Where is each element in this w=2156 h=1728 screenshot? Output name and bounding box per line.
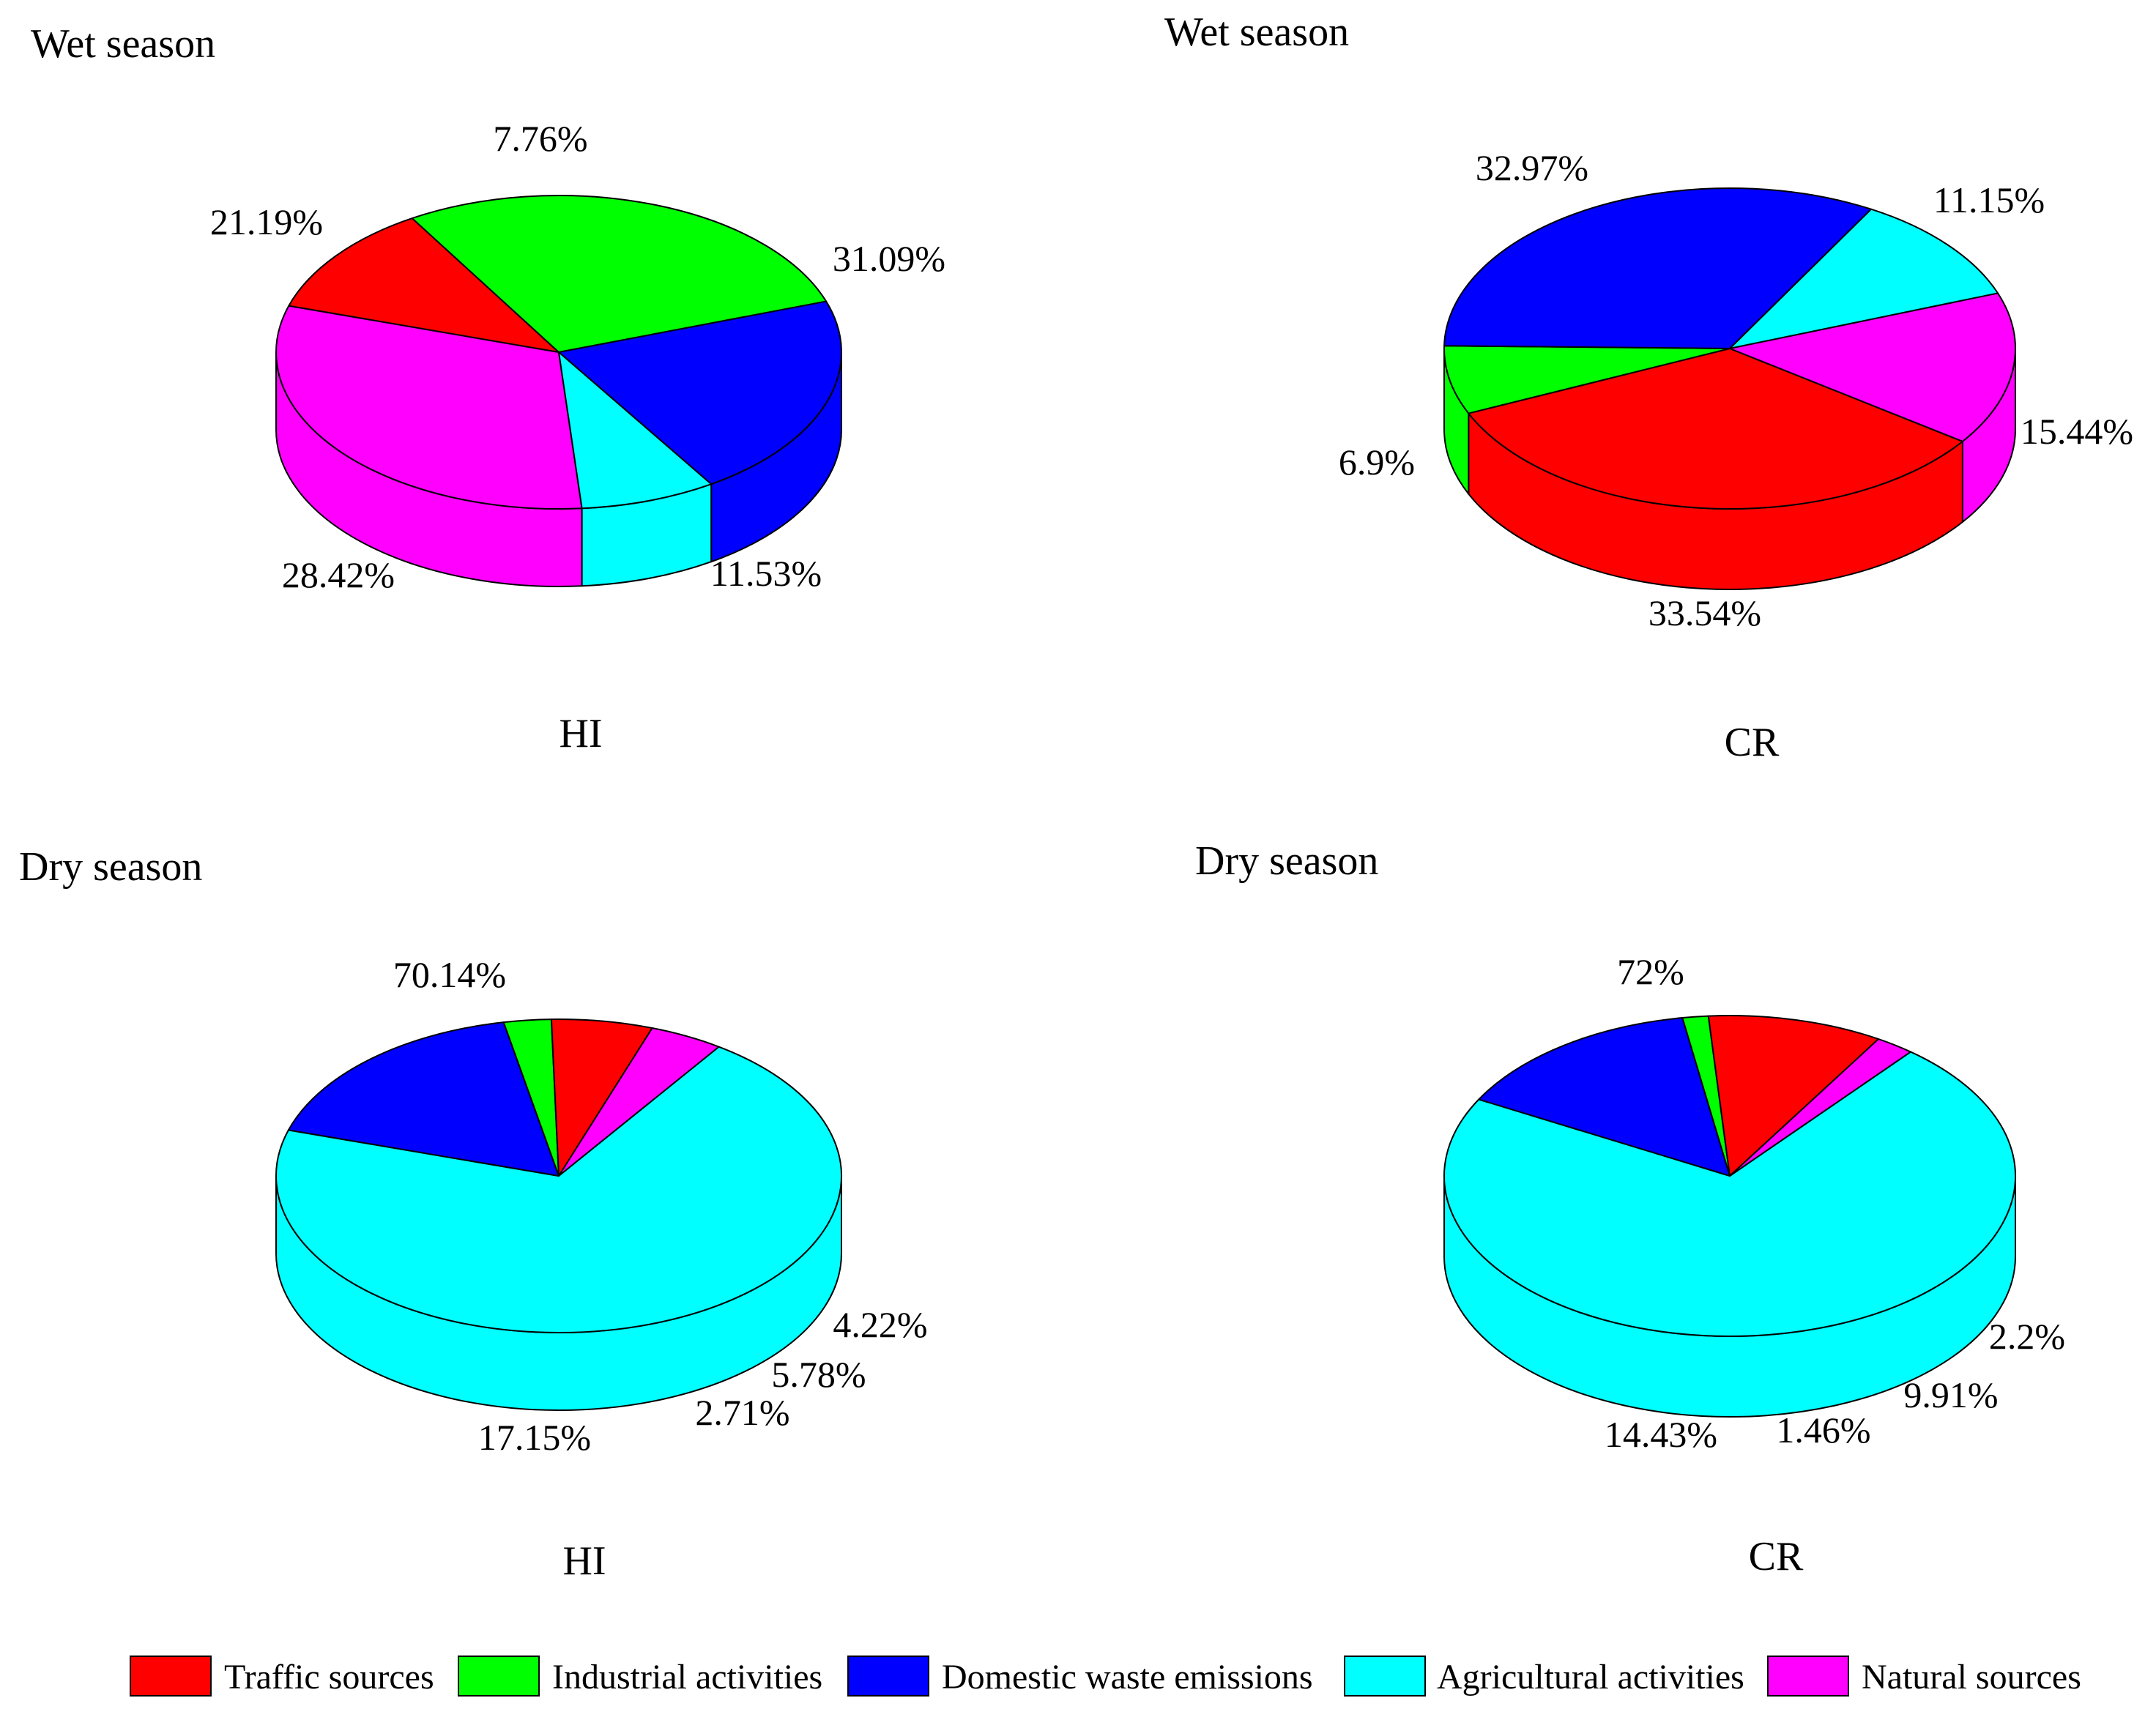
panel-caption: CR [1749,1534,1804,1579]
pie-label-agricultural-activities: 11.15% [1933,179,2045,220]
pie-label-agricultural-activities: 70.14% [393,954,506,995]
legend-swatch [1344,1656,1426,1697]
legend-label: Domestic waste emissions [942,1658,1313,1697]
pie-slice-agricultural-activities [558,351,713,510]
panel-dry-hi: Dry season 5.78%2.71% 17.15% 70.14% 4.22% H… [19,844,928,1584]
pie-slice-industrial-activities [1443,345,1731,414]
pie-slice-domestic-waste-emissions [1443,187,1873,349]
pie-label-domestic-waste-emissions: 32.97% [1476,147,1588,188]
pie-dry-hi: 5.78%2.71% 17.15% 70.14% 4.22% [275,954,928,1458]
pie-slice-industrial-activities [411,195,828,353]
legend-item-natural-sources: Natural sources [1767,1656,2081,1697]
pie-slice-natural-sources [1729,1038,1912,1177]
pie-label-domestic-waste-emissions: 14.43% [1605,1414,1717,1455]
legend-swatch [1767,1656,1849,1697]
pie-slice-natural-sources [558,1027,720,1177]
pie-slice-agricultural-activities [1729,208,1999,349]
panel-title: Dry season [19,844,202,890]
panel-wet-hi: Wet season 11.53% 28.42% 21.19% 7.76% 31.09%… [31,21,945,756]
pie-dry-cr: 9.91% 1.46% 14.43% 72% 2.2% [1443,951,2065,1455]
pie-slice-domestic-waste-emissions [287,1021,560,1177]
panel-title: Wet season [1164,10,1349,55]
pie-label-industrial-activities: 1.46% [1776,1409,1870,1450]
pie-label-industrial-activities: 6.9% [1339,442,1415,483]
pie-slice-natural-sources [1729,292,2016,442]
pie-wet-hi: 11.53% 28.42% 21.19% 7.76% 31.09% [210,118,945,595]
legend-label: Traffic sources [224,1658,434,1697]
pie-label-domestic-waste-emissions: 17.15% [478,1417,591,1458]
panel-caption: HI [562,1538,606,1584]
legend-item-traffic-sources: Traffic sources [130,1656,434,1697]
pie-slice-domestic-waste-emissions [558,300,842,485]
legend-label: Industrial activities [552,1658,822,1697]
legend-item-industrial-activities: Industrial activities [458,1656,822,1697]
pie-slice-agricultural-activities [275,1046,842,1334]
pie-slice-agricultural-activities [1443,1051,2016,1337]
pie-slice-traffic-sources [1468,348,1963,510]
pie-label-natural-sources: 2.2% [1989,1316,2065,1357]
pie-slice-traffic-sources [288,217,560,353]
pie-label-domestic-waste-emissions: 21.19% [210,201,323,242]
pie-slice-natural-sources [275,305,583,510]
pie-label-agricultural-activities: 7.76% [493,118,587,159]
pie-slice-traffic-sources [1707,1015,1880,1177]
pie-label-traffic-sources: 11.53% [710,553,822,594]
legend-swatch [847,1656,929,1697]
pie-label-industrial-activities: 28.42% [282,554,395,595]
panel-title: Dry season [1195,838,1378,884]
panel-dry-cr: Dry season 9.91% 1.46% 14.43% 72% 2.2% CR [1195,838,2065,1579]
legend-swatch [130,1656,212,1697]
pie-label-traffic-sources: 5.78% [771,1354,866,1395]
pie-label-agricultural-activities: 72% [1617,951,1684,992]
pie-label-traffic-sources: 33.54% [1648,592,1761,633]
panel-wet-cr: Wet season 33.54%6.9%32.97%11.15%15.44% … [1164,10,2133,765]
pie-label-industrial-activities: 2.71% [695,1392,789,1433]
legend-item-domestic-waste-emissions: Domestic waste emissions [847,1656,1313,1697]
pie-label-natural-sources: 15.44% [2021,411,2133,452]
legend-swatch [458,1656,540,1697]
panel-caption: CR [1725,720,1780,765]
legend-label: Natural sources [1862,1658,2081,1697]
legend-item-agricultural-activities: Agricultural activities [1344,1656,1744,1697]
pie-slice-traffic-sources [550,1018,653,1177]
panel-caption: HI [559,711,602,756]
pie-label-natural-sources: 4.22% [833,1304,927,1345]
panel-title: Wet season [31,21,215,67]
legend-label: Agricultural activities [1437,1658,1744,1697]
legend: Traffic sources Industrial activities Do… [130,1656,2081,1697]
pie-wet-cr: 33.54% 6.9% 32.97% 11.15% 15.44% [1339,147,2133,633]
pie-label-natural-sources: 31.09% [833,238,945,279]
pie-slice-domestic-waste-emissions [1478,1017,1731,1177]
pie-label-traffic-sources: 9.91% [1903,1374,1998,1415]
